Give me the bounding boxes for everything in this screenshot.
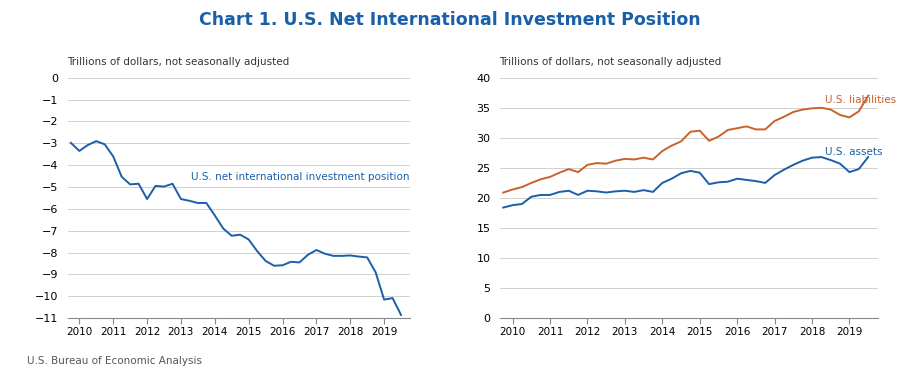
- Text: Trillions of dollars, not seasonally adjusted: Trillions of dollars, not seasonally adj…: [500, 57, 722, 67]
- Text: U.S. assets: U.S. assets: [825, 147, 883, 157]
- Text: U.S. liabilities: U.S. liabilities: [825, 95, 896, 105]
- Text: U.S. net international investment position: U.S. net international investment positi…: [191, 172, 410, 182]
- Text: Trillions of dollars, not seasonally adjusted: Trillions of dollars, not seasonally adj…: [68, 57, 290, 67]
- Text: U.S. Bureau of Economic Analysis: U.S. Bureau of Economic Analysis: [27, 356, 202, 366]
- Text: Chart 1. U.S. Net International Investment Position: Chart 1. U.S. Net International Investme…: [199, 11, 701, 29]
